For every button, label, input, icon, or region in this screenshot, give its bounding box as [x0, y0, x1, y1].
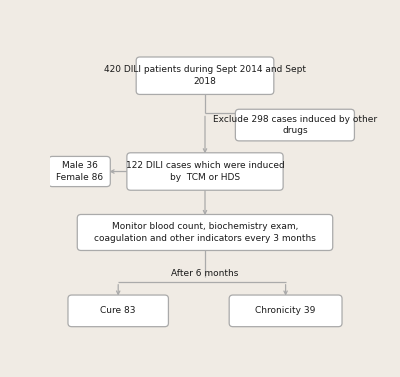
Text: Male 36
Female 86: Male 36 Female 86: [56, 161, 103, 182]
Text: 420 DILI patients during Sept 2014 and Sept
2018: 420 DILI patients during Sept 2014 and S…: [104, 65, 306, 86]
FancyBboxPatch shape: [136, 57, 274, 95]
Text: After 6 months: After 6 months: [171, 269, 239, 277]
FancyBboxPatch shape: [77, 215, 333, 250]
FancyBboxPatch shape: [229, 295, 342, 327]
FancyBboxPatch shape: [68, 295, 168, 327]
Text: Cure 83: Cure 83: [100, 307, 136, 315]
Text: Chronicity 39: Chronicity 39: [256, 307, 316, 315]
FancyBboxPatch shape: [127, 153, 283, 190]
Text: Exclude 298 cases induced by other
drugs: Exclude 298 cases induced by other drugs: [213, 115, 377, 135]
Text: Monitor blood count, biochemistry exam,
coagulation and other indicators every 3: Monitor blood count, biochemistry exam, …: [94, 222, 316, 243]
Text: 122 DILI cases which were induced
by  TCM or HDS: 122 DILI cases which were induced by TCM…: [126, 161, 284, 182]
FancyBboxPatch shape: [49, 156, 110, 187]
FancyBboxPatch shape: [235, 109, 354, 141]
